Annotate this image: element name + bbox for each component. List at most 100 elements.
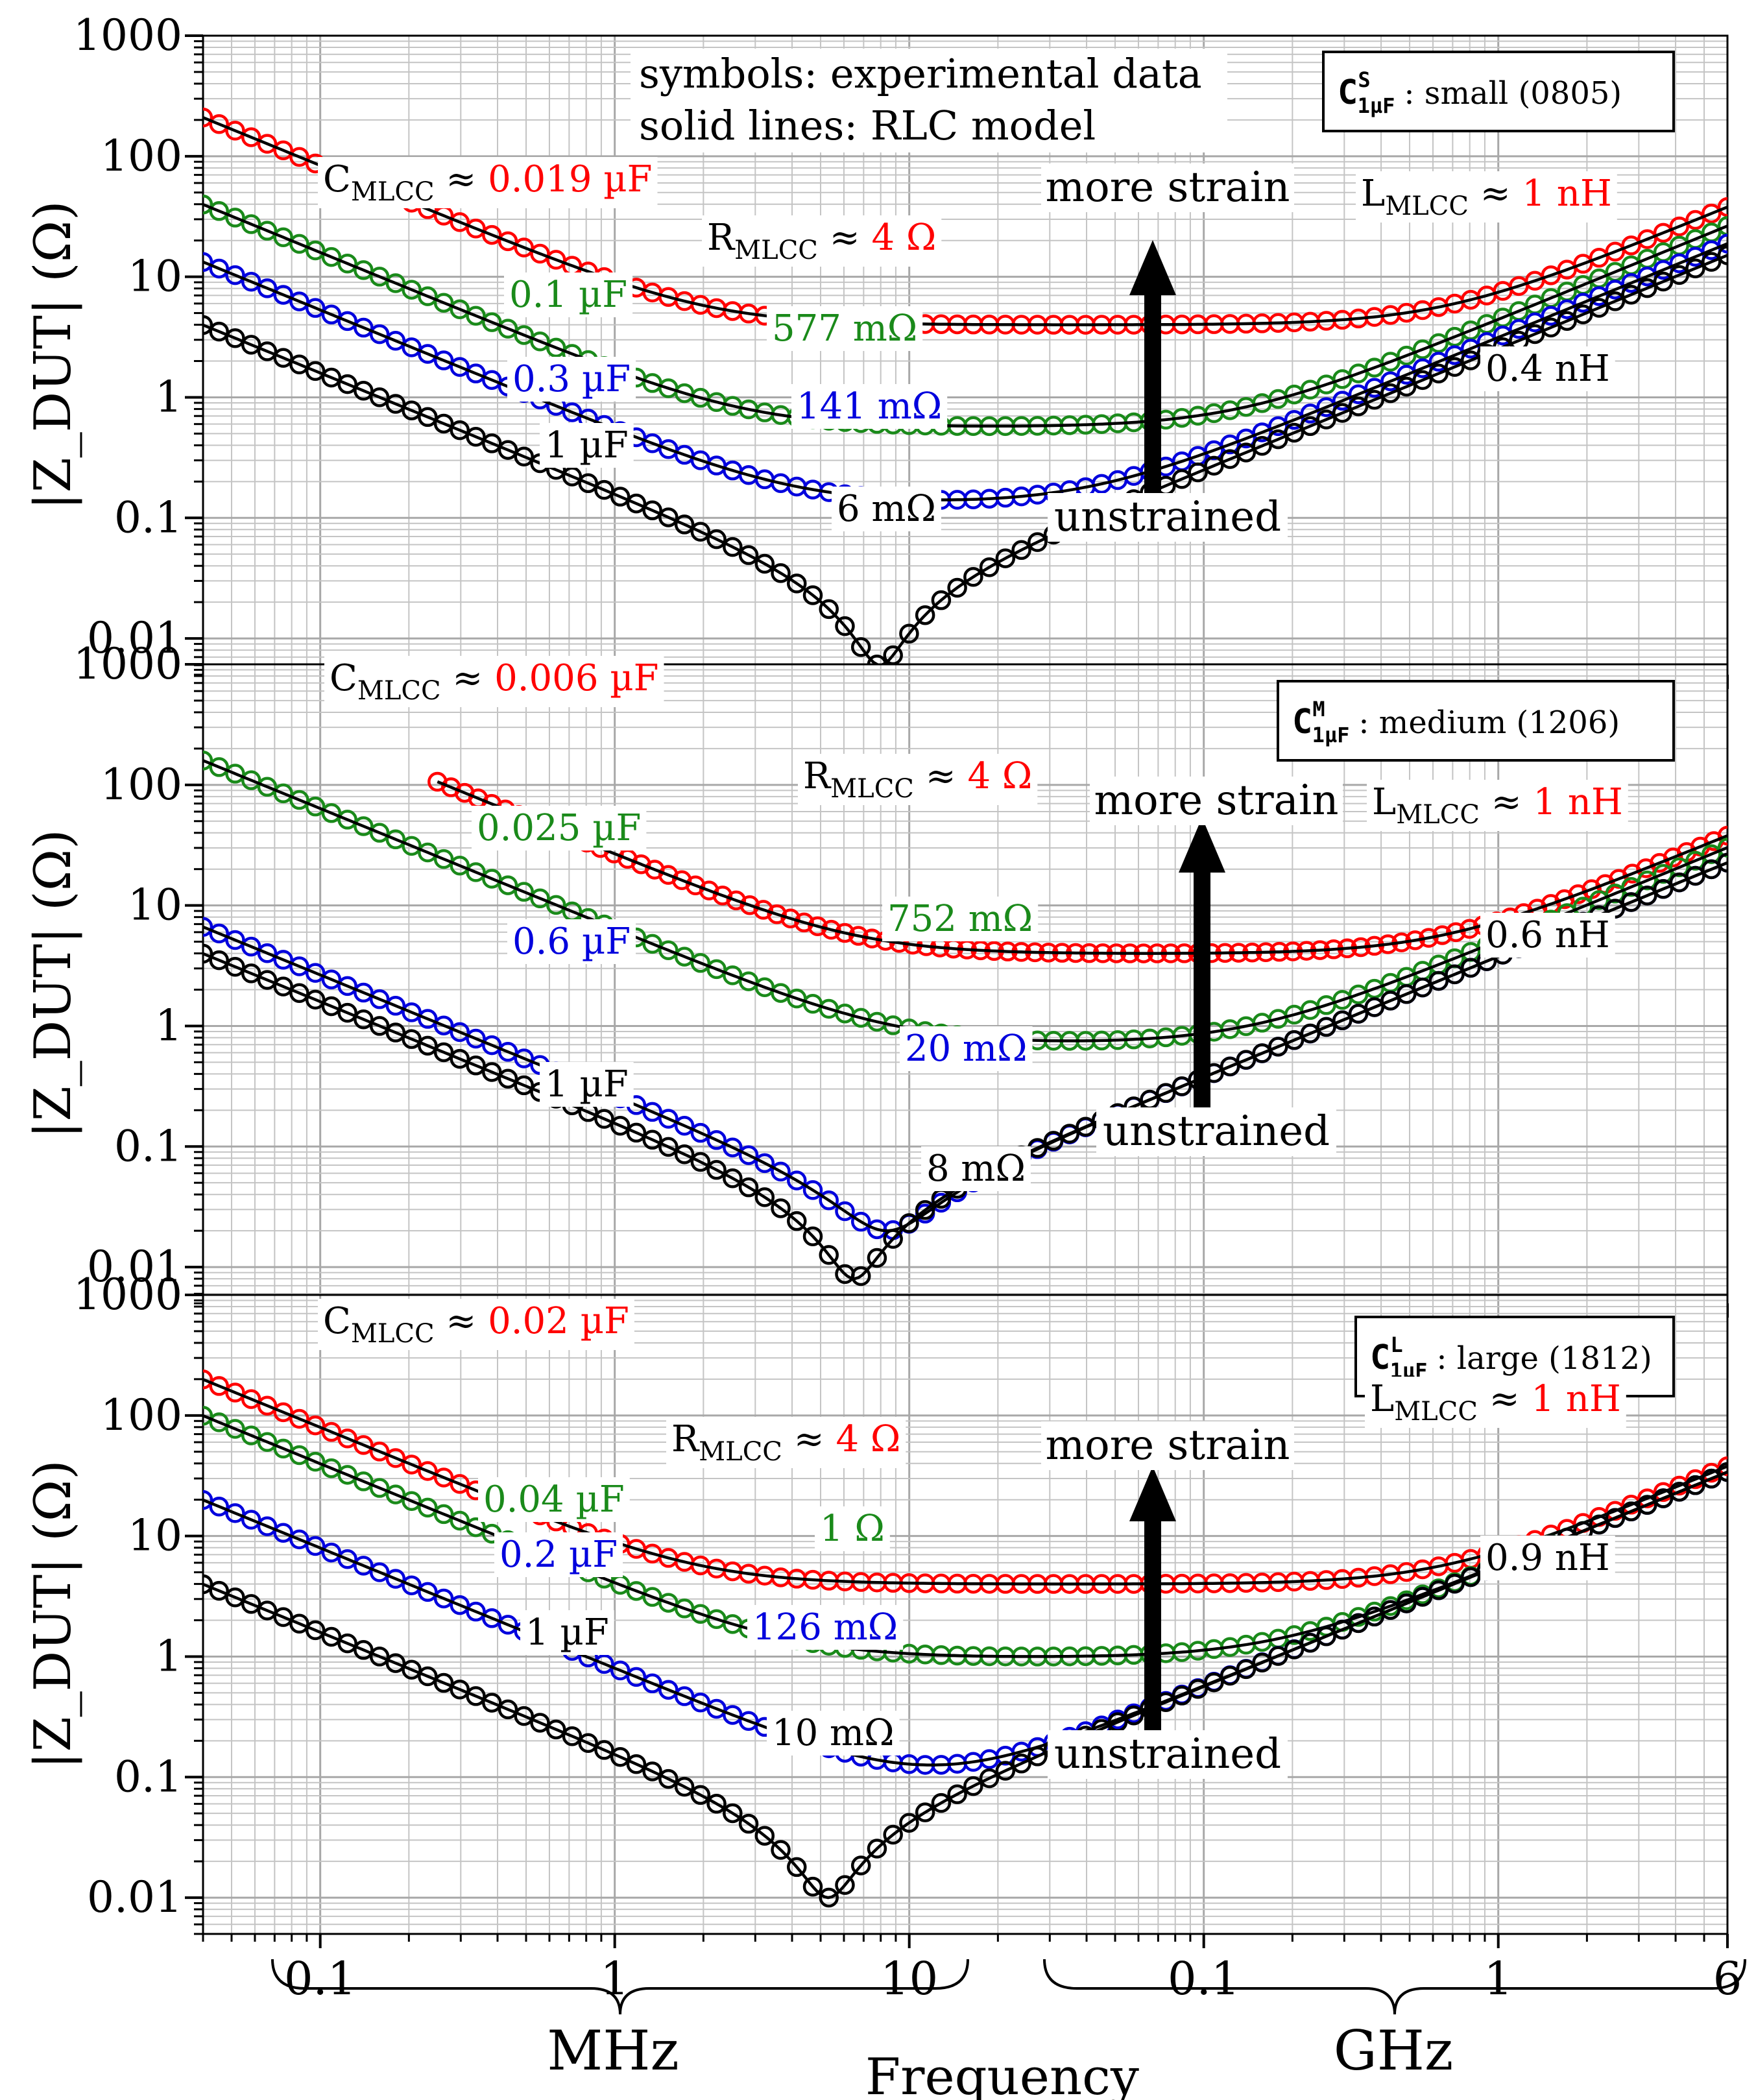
data-point [305,1415,326,1436]
annotation-symbol: C [323,1300,351,1342]
data-point [1428,363,1449,383]
data-point [225,121,245,141]
label-background [324,656,664,707]
data-point [498,319,518,339]
data-point [1220,1056,1240,1077]
data-point [337,253,357,274]
data-point [1300,1023,1321,1044]
data-point [354,1471,374,1491]
data-point [482,1608,502,1628]
annotation-9: 6 mΩ [837,488,936,530]
data-point [402,836,422,856]
data-point [1621,284,1641,305]
data-point [1300,1633,1321,1653]
data-point [418,1009,438,1029]
data-point [305,989,326,1010]
data-point [1669,216,1690,237]
data-point [1605,1508,1626,1528]
data-point [241,770,261,790]
y-tick-label: 0.1 [114,1752,182,1802]
annotation-approx: ≈ [435,158,488,200]
data-point [1669,265,1690,285]
data-point [706,1130,727,1150]
data-point [466,1056,486,1076]
data-point [498,1615,518,1635]
data-point [642,500,662,520]
annotation-value: 10 mΩ [772,1712,895,1754]
data-point [337,810,357,830]
data-point [1332,1619,1353,1640]
label-background [921,1146,1031,1191]
annotation-subscript: MLCC [734,235,818,265]
data-point [466,363,486,383]
data-point [321,247,342,267]
unstrained-label: unstrained [1103,1107,1330,1155]
data-point [1011,1754,1031,1774]
data-point [835,1875,855,1895]
data-point [738,1813,759,1834]
data-point [209,923,229,944]
annotation-2: RMLCC ≈ 4 Ω [671,1418,900,1467]
badge-subscript: 1µF [1358,93,1395,118]
data-point [482,1062,502,1082]
data-point [1332,1010,1353,1031]
annotation-value: 141 mΩ [797,385,942,428]
y-tick-label: 0.01 [87,1872,182,1922]
data-point [642,934,662,954]
data-point [385,829,406,850]
data-point [225,930,245,950]
data-point [690,1122,711,1143]
package-badge-text: CL 1µF: large (1812) [1370,1333,1652,1383]
data-point [241,214,261,234]
data-point [450,1048,470,1069]
data-point [1172,469,1192,489]
data-point [1172,1076,1192,1096]
data-point [1702,1468,1722,1489]
label-background [702,215,942,267]
package-badge-text: CM 1µF: medium (1206) [1292,697,1620,747]
data-point [273,285,293,305]
data-point [1316,1626,1336,1647]
data-point [1172,1685,1192,1706]
data-point [337,374,357,394]
annotation-6: 0.3 µF [512,358,631,400]
data-point [1364,1606,1385,1627]
data-point [418,1035,438,1056]
data-point [850,1211,871,1232]
data-point [289,354,309,374]
data-point [1589,890,1609,910]
data-point [514,1048,534,1068]
model-line [203,116,1727,326]
data-point [947,577,967,598]
data-point [273,976,293,996]
data-point [819,1190,839,1211]
data-point [1364,997,1385,1017]
annotation-subscript: MLCC [830,774,914,804]
annotation-8: 1 µF [545,424,629,466]
data-point [1446,922,1466,943]
data-point [450,1679,470,1700]
data-point [658,940,679,961]
annotation-symbol: R [707,217,736,259]
annotation-value: 0.6 nH [1485,914,1610,956]
data-point [819,1245,839,1265]
annotation-approx: ≈ [1478,1378,1532,1420]
data-point [369,324,390,344]
annotation-symbol: C [330,657,357,699]
data-point [835,616,855,636]
data-point [203,252,213,272]
data-point [642,1673,662,1694]
more-strain-label: more strain [1094,777,1338,825]
legend-line-symbols: symbols: experimental data [639,50,1202,97]
data-point [203,1370,213,1390]
data-point [1717,245,1727,265]
data-point [305,1536,326,1556]
data-point [402,400,422,420]
annotation-4: 0.04 µF [483,1478,625,1521]
y-tick-label: 10 [128,880,182,930]
label-background [832,487,941,531]
data-point [418,344,438,364]
data-point [385,1022,406,1043]
data-point [1460,350,1481,370]
data-point [241,963,261,984]
